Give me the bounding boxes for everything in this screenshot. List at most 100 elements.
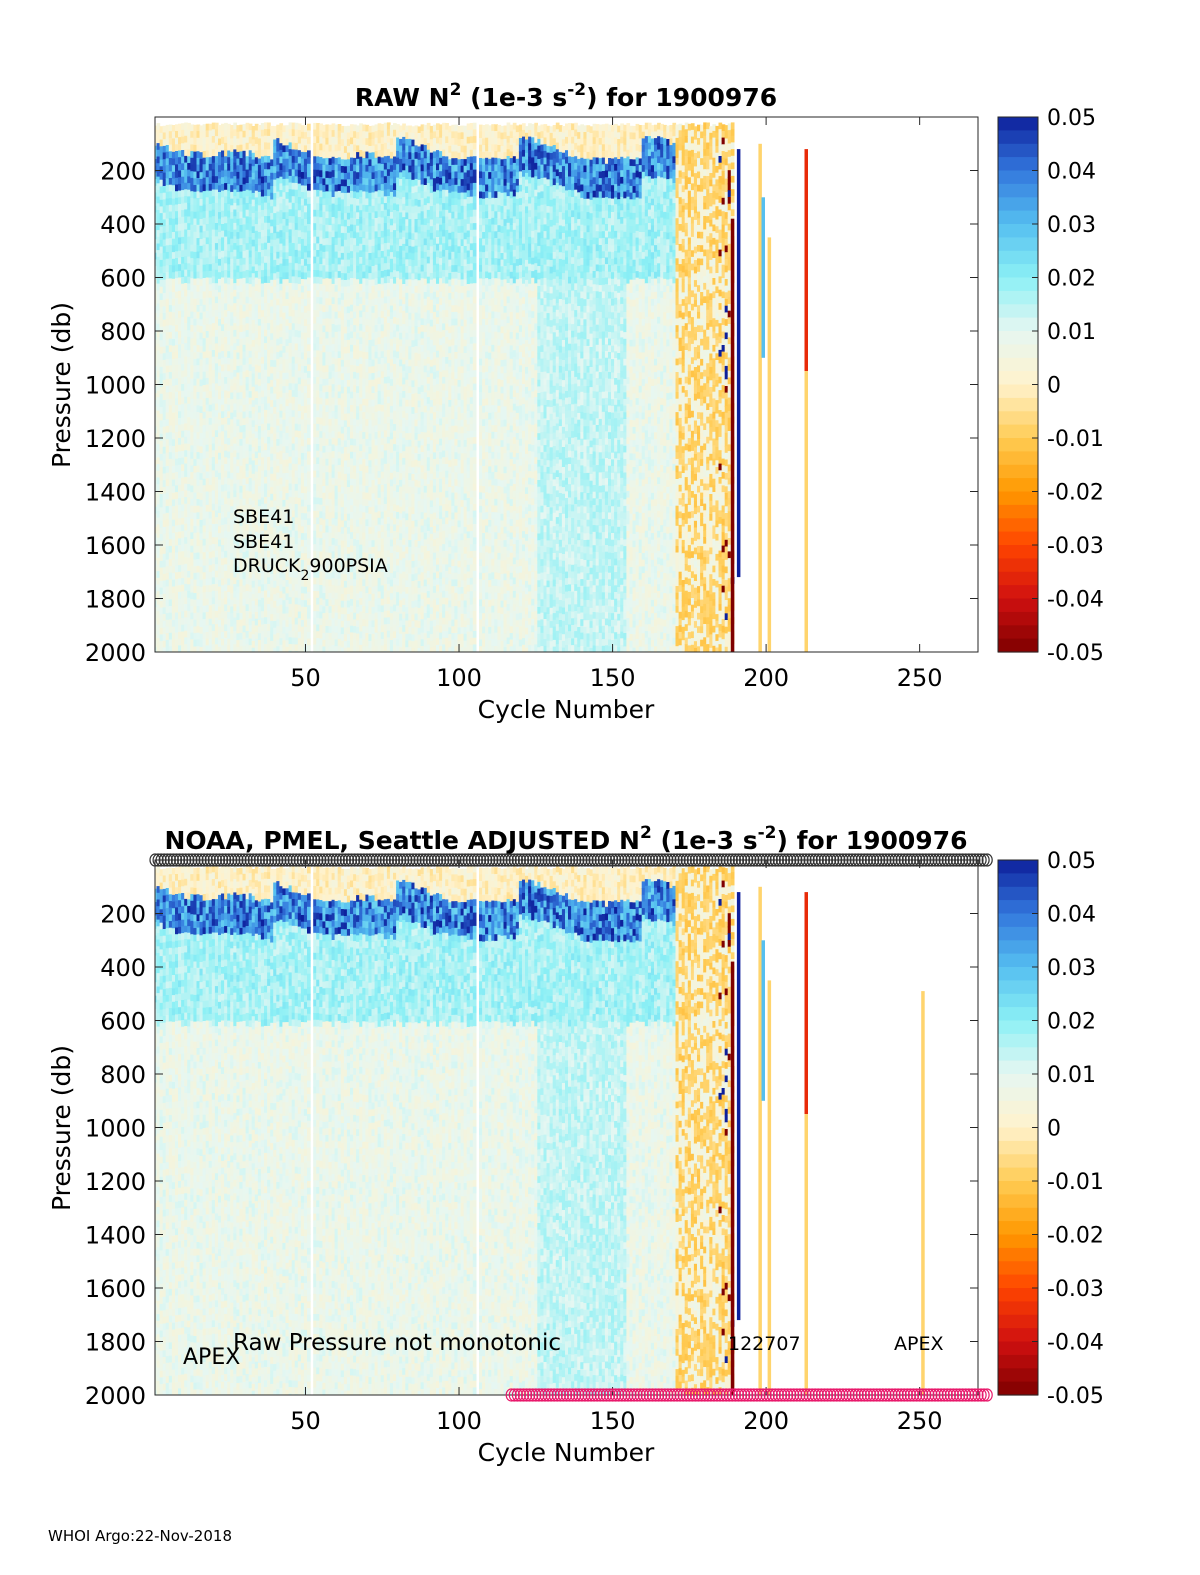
heatmap-cell <box>248 651 253 652</box>
heatmap-cell <box>264 644 268 652</box>
heatmap-cell <box>221 277 225 285</box>
heatmap-cell <box>165 338 170 347</box>
heatmap-cell <box>273 480 277 488</box>
heatmap-cell <box>159 400 164 408</box>
heatmap-cell <box>245 631 250 639</box>
heatmap-cell <box>285 526 290 534</box>
heatmap-cell <box>165 171 170 179</box>
heatmap-cell <box>211 450 216 458</box>
heatmap-cell <box>155 533 158 541</box>
heatmap-cell <box>208 531 213 539</box>
heatmap-cell <box>156 337 161 345</box>
heatmap-cell <box>181 230 185 238</box>
heatmap-cell <box>202 385 207 393</box>
heatmap-cell <box>184 537 188 545</box>
heatmap-cell <box>264 302 268 311</box>
heatmap-cell <box>178 518 182 526</box>
heatmap-cell <box>282 613 287 621</box>
heatmap-cell <box>239 325 244 333</box>
heatmap-cell <box>257 278 262 287</box>
heatmap-cell <box>202 130 207 139</box>
heatmap-cell <box>288 383 293 391</box>
heatmap-cell <box>276 151 280 159</box>
heatmap-cell <box>288 389 293 398</box>
heatmap-cell <box>162 620 167 628</box>
heatmap-cell <box>218 586 222 594</box>
heatmap-cell <box>211 169 216 177</box>
heatmap-cell <box>254 438 259 446</box>
heatmap-cell <box>242 257 247 266</box>
heatmap-cell <box>257 359 262 367</box>
heatmap-cell <box>208 351 213 359</box>
heatmap-cell <box>165 532 170 541</box>
heatmap-cell <box>199 299 204 307</box>
heatmap-cell <box>221 545 225 553</box>
heatmap-cell <box>181 450 185 459</box>
heatmap-cell <box>273 433 277 442</box>
heatmap-cell <box>276 492 280 500</box>
heatmap-cell <box>264 296 268 304</box>
heatmap-cell <box>175 324 179 333</box>
heatmap-cell <box>221 598 225 606</box>
heatmap-cell <box>214 637 219 645</box>
heatmap-cell <box>168 131 173 139</box>
heatmap-cell <box>251 126 256 134</box>
heatmap-cell <box>230 258 234 267</box>
heatmap-cell <box>273 440 277 448</box>
heatmap-cell <box>165 559 170 567</box>
heatmap-cell <box>218 125 222 133</box>
heatmap-cell <box>208 591 213 600</box>
heatmap-cell <box>254 424 259 433</box>
heatmap-cell <box>230 606 234 614</box>
heatmap-cell <box>199 319 204 327</box>
heatmap-cell <box>175 398 179 406</box>
heatmap-cell <box>181 437 185 445</box>
heatmap-cell <box>227 424 231 432</box>
heatmap-cell <box>218 573 222 581</box>
heatmap-cell <box>193 459 198 467</box>
heatmap-cell <box>202 164 207 172</box>
heatmap-cell <box>165 586 170 594</box>
heatmap-cell <box>218 165 222 173</box>
heatmap-cell <box>227 163 231 172</box>
heatmap-cell <box>239 519 244 527</box>
heatmap-cell <box>168 231 173 239</box>
heatmap-cell <box>233 222 237 231</box>
heatmap-cell <box>285 439 290 447</box>
heatmap-cell <box>239 138 244 146</box>
heatmap-cell <box>307 451 311 459</box>
heatmap-cell <box>236 218 241 227</box>
heatmap-cell <box>168 452 173 460</box>
heatmap-cell <box>227 230 231 239</box>
heatmap-cell <box>245 423 250 431</box>
heatmap-cell <box>168 592 173 600</box>
heatmap-cell <box>236 513 241 521</box>
heatmap-cell <box>251 340 256 348</box>
heatmap-cell <box>233 176 237 184</box>
heatmap-cell <box>196 385 201 393</box>
heatmap-cell <box>230 559 234 567</box>
heatmap-cell <box>181 150 185 158</box>
heatmap-cell <box>279 136 284 144</box>
heatmap-cell <box>260 564 265 572</box>
heatmap-cell <box>270 446 274 455</box>
heatmap-cell <box>184 376 188 384</box>
heatmap-cell <box>273 507 277 515</box>
heatmap-cell <box>205 645 210 652</box>
heatmap-cell <box>190 358 194 366</box>
heatmap-cell <box>193 412 198 420</box>
heatmap-cell <box>187 356 191 365</box>
heatmap-cell <box>251 239 256 247</box>
heatmap-cell <box>208 625 213 633</box>
heatmap-cell <box>239 439 244 447</box>
heatmap-cell <box>199 158 204 167</box>
heatmap-cell <box>218 419 222 427</box>
heatmap-cell <box>224 270 228 278</box>
heatmap-cell <box>227 284 231 292</box>
heatmap-cell <box>175 605 179 614</box>
heatmap-cell <box>190 184 194 192</box>
heatmap-cell <box>270 152 274 160</box>
heatmap-cell <box>254 177 259 185</box>
heatmap-cell <box>267 604 271 612</box>
heatmap-cell <box>224 390 228 398</box>
